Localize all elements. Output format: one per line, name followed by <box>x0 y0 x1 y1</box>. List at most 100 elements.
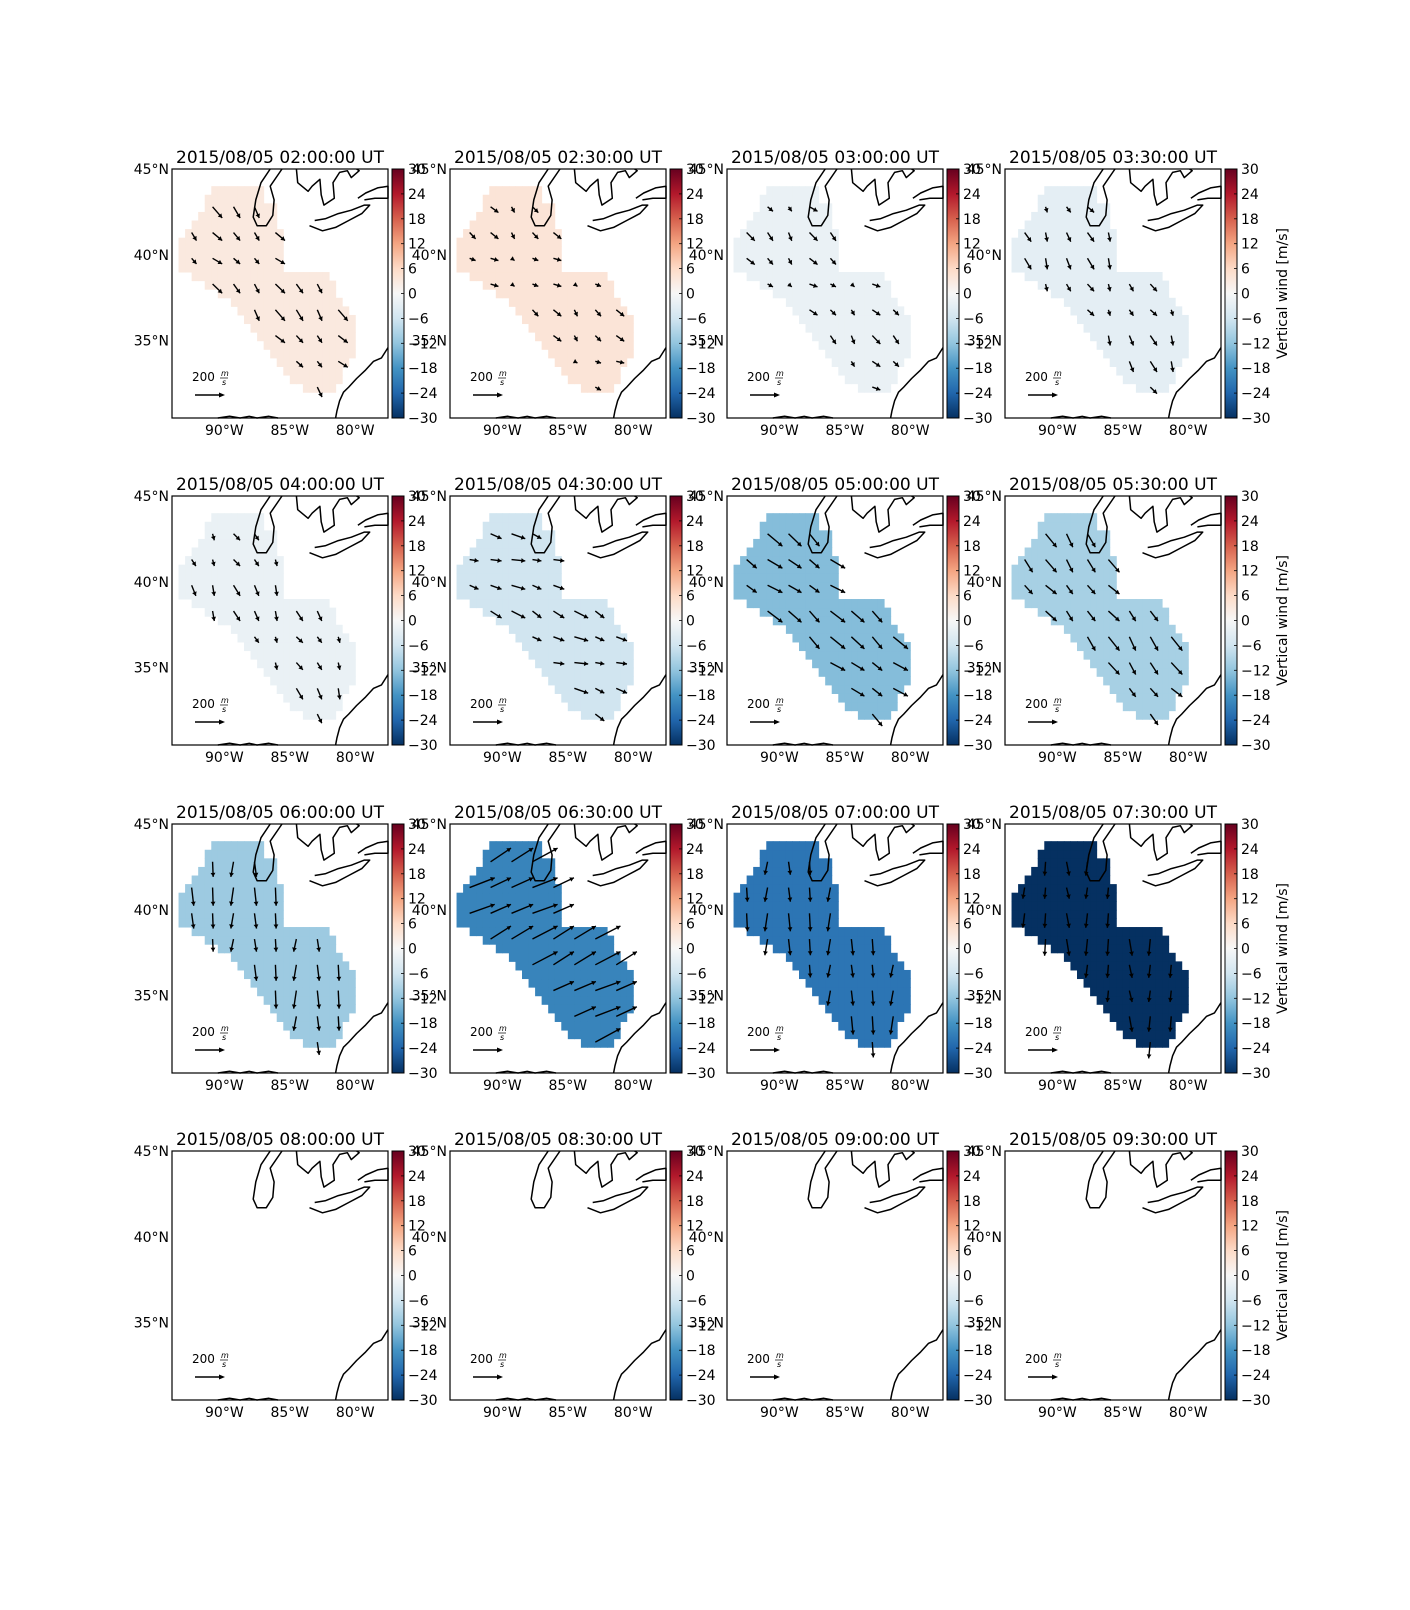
wind-cell <box>522 607 530 617</box>
wind-cell <box>1103 538 1111 549</box>
wind-cell <box>1129 650 1137 660</box>
wind-cell <box>178 237 186 247</box>
wind-arrow <box>825 938 832 956</box>
wind-cell <box>897 349 905 359</box>
panel-title: 2015/08/05 07:00:00 UT <box>731 803 940 823</box>
wind-cell <box>1096 866 1104 877</box>
wind-cell <box>772 211 780 222</box>
wind-cell <box>772 927 780 937</box>
wind-cell <box>857 1038 865 1048</box>
lat-tick-label: 35°N <box>689 989 724 1005</box>
wind-cell <box>1083 633 1091 643</box>
wind-cell <box>244 289 252 299</box>
wind-cell <box>613 297 621 307</box>
wind-cell <box>276 927 284 937</box>
wind-cell <box>1070 220 1078 230</box>
wind-cell <box>1103 332 1111 342</box>
wind-cell <box>342 633 350 643</box>
wind-cell <box>1142 323 1150 333</box>
wind-cell <box>250 641 258 652</box>
wind-cell <box>204 254 212 264</box>
wind-cell <box>1142 1030 1150 1040</box>
wind-cell <box>812 935 820 945</box>
wind-cell <box>316 659 324 669</box>
wind-cell <box>1083 927 1091 937</box>
wind-cell <box>528 246 536 256</box>
wind-cell <box>250 866 258 877</box>
wind-cell <box>1037 237 1045 247</box>
wind-cell <box>884 676 892 686</box>
wind-arrow <box>532 925 558 940</box>
wind-cell <box>522 841 530 851</box>
wind-cell <box>1175 1012 1183 1022</box>
wind-cell <box>1162 659 1170 669</box>
wind-arrow <box>809 559 820 569</box>
wind-cell <box>600 272 608 282</box>
wind-cell <box>224 237 232 247</box>
wind-cell <box>1149 684 1157 694</box>
wind-cell <box>600 650 608 660</box>
wind-cell <box>600 952 608 962</box>
wind-cell <box>871 272 879 282</box>
wind-cell <box>1063 935 1071 945</box>
wind-cell <box>502 599 510 609</box>
wind-cell <box>574 349 582 359</box>
coastline <box>357 185 389 201</box>
wind-cell <box>1149 383 1157 393</box>
wind-cell <box>600 599 608 609</box>
wind-cell <box>1135 607 1143 617</box>
wind-cell <box>812 306 820 316</box>
wind-cell <box>289 599 297 609</box>
wind-cell <box>217 927 225 937</box>
wind-cell <box>211 186 219 196</box>
wind-cell <box>342 659 350 669</box>
wind-cell <box>554 289 562 299</box>
wind-cell <box>1116 641 1124 652</box>
wind-cell <box>1057 186 1065 196</box>
wind-cell <box>805 918 813 928</box>
coastline <box>850 168 915 206</box>
wind-cell <box>502 849 510 859</box>
wind-cell <box>857 624 865 634</box>
wind-cell <box>508 935 516 945</box>
wind-cell <box>263 263 271 273</box>
wind-cell <box>580 357 588 367</box>
wind-cell <box>580 323 588 333</box>
wind-cell <box>508 289 516 299</box>
wind-arrow <box>295 283 304 294</box>
lat-tick-label: 45°N <box>134 1144 169 1160</box>
wind-cell <box>309 952 317 962</box>
wind-cell <box>766 211 774 222</box>
wind-cell <box>753 556 761 566</box>
wind-arrow <box>1045 559 1058 573</box>
wind-cell <box>785 220 793 230</box>
wind-cell <box>1050 849 1058 859</box>
wind-cell <box>1135 702 1143 712</box>
wind-cell <box>548 332 556 342</box>
wind-cell <box>594 935 602 945</box>
wind-cell <box>1149 978 1157 988</box>
wind-cell <box>204 590 212 600</box>
wind-cell <box>620 340 628 350</box>
wind-cell <box>535 538 543 549</box>
wind-cell <box>759 194 767 204</box>
wind-cell <box>600 357 608 367</box>
wind-cell <box>1024 599 1032 609</box>
wind-cell <box>792 633 800 643</box>
wind-cell <box>270 927 278 937</box>
wind-cell <box>1122 961 1130 971</box>
wind-cell <box>1129 332 1137 342</box>
wind-arrow <box>316 283 323 294</box>
wind-cell <box>515 858 523 868</box>
wind-cell <box>574 961 582 971</box>
wind-cell <box>594 616 602 626</box>
wind-cell <box>1155 616 1163 626</box>
wind-cell <box>1050 263 1058 273</box>
wind-cell <box>877 927 885 937</box>
wind-cell <box>515 927 523 937</box>
wind-cell <box>1155 676 1163 686</box>
wind-cell <box>626 659 634 669</box>
wind-cell <box>508 927 516 937</box>
wind-cell <box>1103 306 1111 316</box>
wind-cell <box>825 289 833 299</box>
